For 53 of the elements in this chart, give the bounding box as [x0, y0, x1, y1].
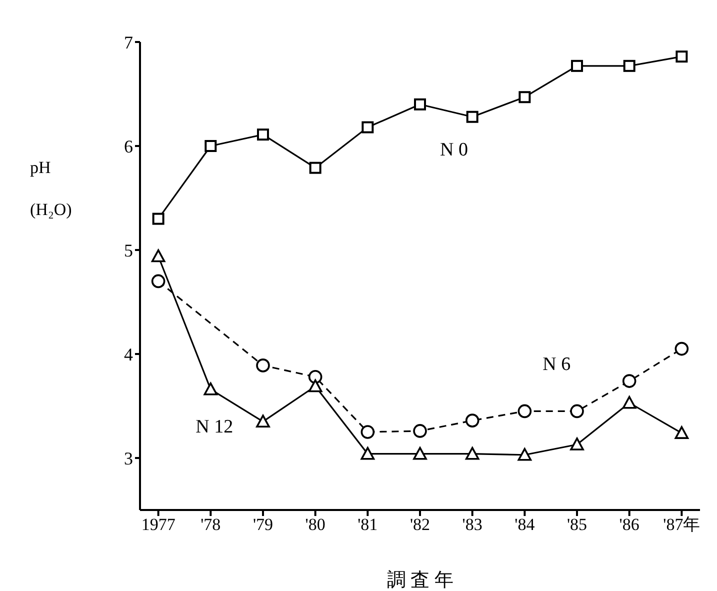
text: pH (H₂O) — [30, 158, 72, 219]
x-tick-label: '78 — [200, 515, 221, 534]
point — [466, 110, 478, 123]
point — [151, 249, 166, 262]
point — [308, 379, 322, 392]
point — [674, 342, 689, 356]
point — [622, 374, 636, 388]
point — [622, 396, 636, 409]
x-tick-label: '83 — [462, 515, 482, 534]
point — [570, 438, 584, 450]
y-tick-label: 3 — [124, 448, 133, 468]
point — [204, 382, 218, 396]
point — [413, 424, 427, 438]
point — [518, 448, 532, 461]
point — [360, 425, 375, 439]
y-tick-label: 5 — [124, 240, 133, 260]
point — [309, 162, 322, 174]
x-tick-label: '86 — [619, 515, 640, 534]
point — [308, 370, 322, 384]
x-tick-label: 1977 — [141, 515, 176, 534]
point — [414, 98, 426, 110]
point — [465, 446, 480, 460]
series-label: N 6 — [542, 354, 571, 376]
point — [256, 414, 270, 428]
point — [571, 60, 584, 72]
point — [360, 446, 375, 460]
y-tick-label: 7 — [124, 32, 133, 52]
series-label: N 0 — [440, 139, 468, 160]
point — [152, 212, 164, 225]
x-axis-title: 調 査 年 — [386, 570, 454, 591]
point — [623, 60, 636, 72]
series-label: N 12 — [196, 416, 234, 438]
point — [413, 446, 427, 460]
point — [362, 121, 374, 134]
point — [676, 50, 688, 63]
point — [518, 404, 532, 418]
point — [465, 414, 480, 428]
x-tick-label: '81 — [358, 515, 378, 534]
point — [256, 358, 270, 372]
point — [151, 274, 166, 288]
y-tick-label: 4 — [124, 344, 133, 364]
x-tick-label: '84 — [514, 515, 536, 534]
y-tick-label: 6 — [124, 136, 133, 156]
point — [518, 91, 531, 104]
point — [204, 140, 217, 152]
point — [570, 404, 584, 418]
point — [256, 128, 269, 141]
x-tick-label: '85 — [566, 515, 588, 534]
x-tick-label: '82 — [410, 515, 430, 534]
x-tick-label: '87年 — [663, 515, 700, 534]
point — [674, 426, 689, 439]
x-tick-label: '80 — [305, 515, 326, 534]
x-tick-label: '79 — [252, 515, 274, 534]
